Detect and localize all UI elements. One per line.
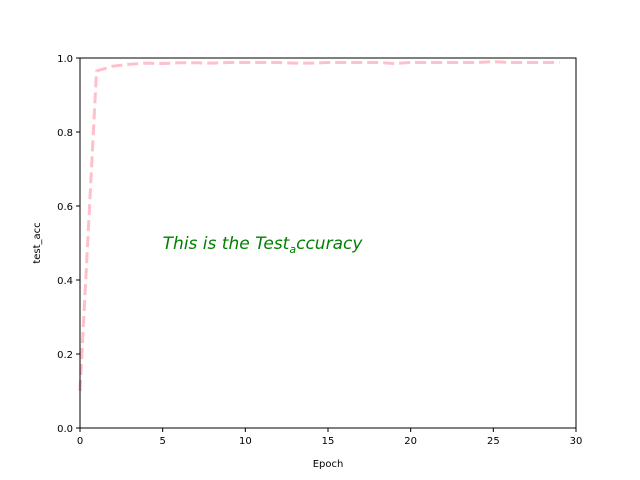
y-axis-label: test_acc (32, 222, 43, 263)
series-line-test-acc (78, 60, 560, 392)
x-tick-label: 30 (570, 436, 583, 447)
x-tick-label: 0 (77, 436, 83, 447)
x-tick-label: 15 (322, 436, 335, 447)
x-tick-label: 25 (487, 436, 500, 447)
x-tick-label: 10 (239, 436, 252, 447)
annotation-prefix: This is the Test (163, 234, 291, 254)
x-tick-label: 20 (404, 436, 417, 447)
y-tick-label: 0.0 (57, 424, 73, 435)
y-tick-label: 0.2 (57, 350, 73, 361)
y-tick-label: 0.6 (57, 202, 73, 213)
y-tick-label: 0.4 (57, 276, 73, 287)
annotation-suffix: ccuracy (296, 234, 363, 254)
y-tick-label: 1.0 (57, 54, 73, 65)
y-tick-label: 0.8 (57, 128, 73, 139)
x-tick-label: 5 (159, 436, 165, 447)
plot-area (78, 60, 560, 392)
x-axis-label: Epoch (313, 459, 344, 470)
plot-frame (79, 57, 577, 429)
annotation-text: This is the Testaccuracy (163, 234, 364, 256)
annotation-subscript: a (289, 243, 296, 256)
ticks-layer: 0 5 10 15 20 25 30 0.0 0.2 0.4 0.6 0.8 1.0 (57, 54, 582, 447)
